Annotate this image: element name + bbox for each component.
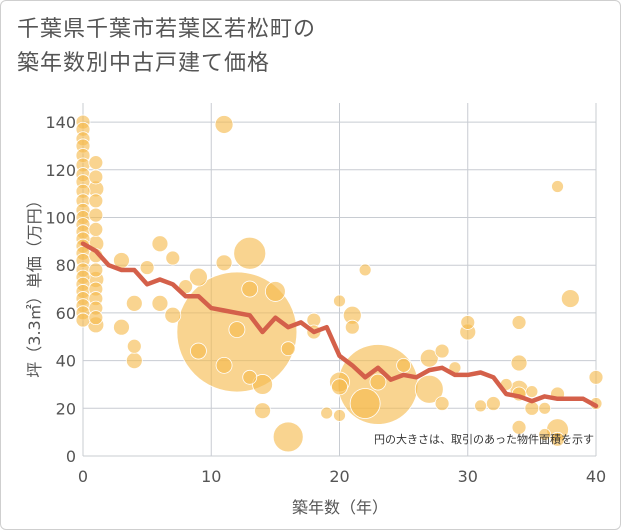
data-point: [524, 400, 540, 416]
data-point: [228, 321, 246, 338]
x-axis-label: 築年数（年）: [292, 498, 388, 517]
trend-line-layer: [80, 241, 599, 409]
data-point: [349, 388, 381, 419]
data-point: [511, 419, 527, 435]
data-point: [396, 357, 412, 373]
data-point: [88, 155, 104, 171]
data-point: [139, 260, 155, 275]
data-point: [333, 409, 346, 422]
data-point: [280, 341, 296, 357]
data-point: [369, 373, 387, 391]
data-point: [474, 399, 487, 413]
grid-lines: [82, 103, 597, 457]
data-point: [460, 315, 476, 330]
data-point: [75, 312, 91, 328]
data-point: [88, 193, 104, 209]
data-point: [165, 250, 181, 266]
data-point: [525, 385, 539, 399]
data-point: [254, 402, 271, 420]
data-point: [88, 310, 104, 326]
data-point: [538, 428, 552, 441]
y-axis-label: 坪（3.3㎡）単価（万円）: [25, 192, 44, 377]
data-point: [88, 262, 104, 278]
y-tick-label: 40: [56, 352, 76, 371]
y-tick-label: 20: [56, 399, 76, 418]
x-tick-labels: 0 10 20 30 40: [78, 467, 606, 486]
data-point: [434, 343, 450, 359]
data-point: [126, 338, 142, 354]
data-point: [511, 315, 527, 330]
data-point: [344, 319, 360, 335]
data-point: [125, 294, 143, 312]
chart-title: 千葉県千葉市若葉区若松町の 築年数別中古戸建て価格: [17, 13, 577, 81]
data-point: [164, 306, 182, 324]
data-point: [485, 396, 501, 411]
x-tick-label: 10: [201, 467, 221, 486]
average-trend-line: [80, 241, 599, 409]
data-point: [333, 294, 346, 308]
data-point: [538, 401, 552, 415]
data-point: [88, 169, 104, 185]
y-tick-label: 80: [56, 256, 76, 275]
data-point: [331, 378, 348, 396]
data-point: [189, 267, 208, 287]
data-point: [419, 348, 439, 368]
data-point: [88, 222, 104, 237]
data-point: [215, 356, 233, 374]
data-point: [588, 369, 604, 385]
x-tick-label: 30: [458, 467, 478, 486]
data-point: [358, 263, 372, 277]
y-tick-label: 100: [45, 208, 76, 227]
y-tick-labels: 0 20 40 60 80 100 120 140: [45, 113, 76, 466]
bubble-layer: [75, 114, 604, 453]
data-point: [242, 369, 258, 385]
bubble-size-note: 円の大きさは、取引のあった物件面積を示す: [374, 432, 594, 446]
data-point: [252, 374, 273, 395]
data-point: [414, 374, 444, 404]
data-point: [88, 207, 104, 223]
data-point: [125, 352, 143, 369]
data-point: [510, 354, 528, 372]
y-tick-label: 60: [56, 304, 76, 323]
chart-title-line2: 築年数別中古戸建て価格: [17, 51, 271, 76]
data-point: [113, 318, 130, 336]
y-tick-label: 0: [66, 447, 76, 466]
data-point: [151, 235, 169, 253]
data-point: [434, 396, 450, 411]
x-tick-label: 0: [78, 467, 88, 486]
data-point: [241, 280, 259, 298]
y-tick-label: 120: [45, 161, 76, 180]
data-point: [560, 289, 580, 308]
data-point: [272, 421, 304, 453]
data-point: [215, 254, 233, 272]
data-point: [190, 342, 207, 360]
data-point: [233, 236, 267, 270]
data-point: [320, 406, 334, 420]
data-point: [264, 281, 286, 302]
data-point: [550, 431, 565, 447]
data-point: [151, 294, 169, 312]
y-tick-label: 140: [45, 113, 76, 132]
x-tick-label: 40: [586, 467, 606, 486]
data-point: [551, 180, 564, 193]
x-tick-label: 20: [329, 467, 349, 486]
data-point: [214, 115, 234, 134]
chart-title-line1: 千葉県千葉市若葉区若松町の: [17, 17, 317, 42]
